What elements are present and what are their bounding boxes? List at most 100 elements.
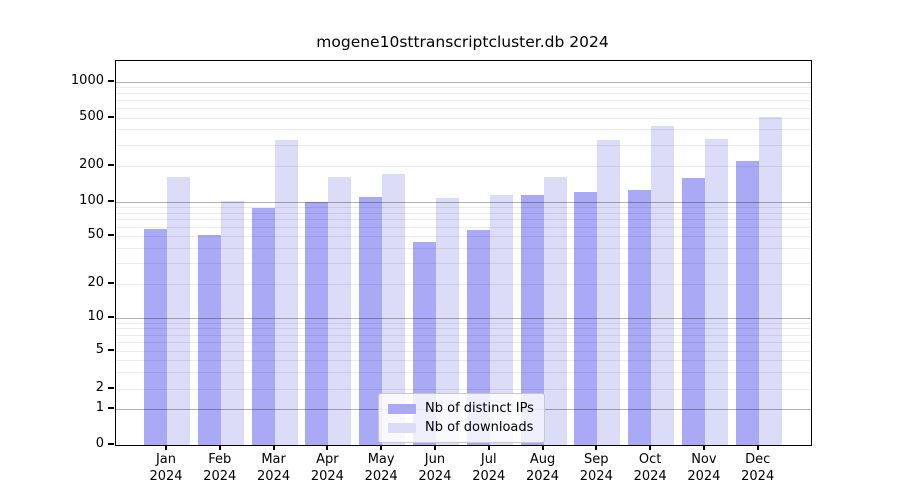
bar-distinct-ips-aug	[520, 194, 544, 445]
gridline-minor-900	[116, 87, 811, 89]
x-tick-label-jul: Jul 2024	[457, 451, 521, 485]
gridline-minor-300	[116, 144, 811, 146]
x-tick-label-aug: Aug 2024	[511, 451, 575, 485]
x-tick-mark-oct	[649, 445, 652, 450]
x-tick-year: 2024	[687, 469, 721, 484]
y-tick-mark-10	[108, 315, 114, 318]
gridline-minor-50	[116, 236, 811, 237]
bar-distinct-ips-sep	[574, 191, 598, 445]
x-tick-label-apr: Apr 2024	[295, 451, 359, 485]
y-tick-mark-5	[108, 349, 114, 351]
bar-downloads-may	[382, 174, 406, 445]
legend-swatch-distinct-ips	[388, 403, 416, 414]
gridline-minor-2	[116, 388, 811, 390]
gridline-minor-700	[116, 100, 811, 102]
x-tick-year: 2024	[633, 469, 667, 484]
x-tick-year: 2024	[472, 469, 506, 484]
gridline-minor-800	[116, 93, 811, 95]
y-tick-mark-0	[108, 443, 114, 445]
x-tick-year: 2024	[203, 469, 237, 484]
gridline-minor-9	[116, 322, 811, 324]
x-tick-month: Aug	[529, 452, 556, 467]
x-tick-year: 2024	[741, 469, 775, 484]
x-tick-month: Apr	[316, 452, 339, 467]
bar-downloads-feb	[220, 201, 244, 445]
gridline-minor-40	[116, 247, 811, 249]
y-tick-mark-100	[108, 199, 114, 202]
bar-downloads-jan	[167, 177, 190, 445]
gridline-major-1000	[116, 81, 811, 83]
gridline-minor-200	[116, 166, 811, 167]
gridline-minor-90	[116, 206, 811, 208]
bar-distinct-ips-oct	[628, 190, 652, 445]
y-tick-label-0: 0	[95, 436, 104, 451]
gridline-minor-5	[116, 351, 811, 352]
gridline-minor-6	[116, 342, 811, 344]
gridline-minor-4	[116, 360, 811, 362]
x-tick-label-jan: Jan 2024	[134, 451, 198, 485]
y-tick-mark-200	[108, 164, 114, 166]
x-tick-label-may: May 2024	[349, 451, 413, 485]
legend-label-distinct-ips: Nb of distinct IPs	[425, 401, 534, 416]
bar-downloads-apr	[328, 176, 352, 445]
x-tick-mark-sep	[595, 445, 598, 450]
y-tick-label-500: 500	[79, 108, 104, 124]
y-tick-mark-1000	[108, 79, 114, 82]
bar-downloads-oct	[651, 126, 675, 445]
x-tick-year: 2024	[149, 469, 183, 484]
x-tick-mark-jan	[165, 445, 167, 450]
x-tick-month: Jan	[155, 452, 177, 467]
legend: Nb of distinct IPs Nb of downloads	[378, 393, 545, 443]
y-tick-label-20: 20	[87, 275, 104, 291]
x-tick-mark-mar	[272, 445, 275, 450]
x-tick-label-dec: Dec 2024	[726, 451, 790, 485]
y-tick-mark-1	[108, 406, 114, 409]
x-tick-month: Jul	[480, 452, 497, 467]
x-tick-mark-dec	[756, 445, 759, 450]
x-tick-label-nov: Nov 2024	[672, 451, 736, 485]
x-tick-label-jun: Jun 2024	[403, 451, 467, 485]
x-tick-mark-jun	[433, 445, 436, 450]
x-tick-mark-feb	[218, 445, 221, 450]
x-tick-year: 2024	[525, 469, 560, 484]
bar-distinct-ips-nov	[681, 178, 705, 445]
x-tick-month: Jun	[424, 452, 446, 467]
legend-label-downloads: Nb of downloads	[425, 420, 534, 435]
gridline-minor-70	[116, 219, 811, 221]
y-tick-label-100: 100	[79, 192, 104, 208]
gridline-minor-8	[116, 328, 811, 330]
y-tick-label-10: 10	[87, 308, 104, 324]
y-tick-mark-20	[108, 282, 114, 285]
bar-downloads-jul	[489, 195, 513, 445]
x-tick-label-feb: Feb 2024	[188, 451, 252, 485]
bar-distinct-ips-apr	[305, 201, 329, 445]
legend-row-downloads: Nb of downloads	[388, 418, 534, 437]
x-tick-month: Dec	[745, 452, 771, 467]
gridline-minor-30	[116, 262, 811, 264]
gridline-minor-3	[116, 372, 811, 374]
x-tick-mark-jul	[487, 445, 490, 450]
y-tick-label-5: 5	[95, 342, 104, 357]
gridline-minor-80	[116, 212, 811, 214]
bar-downloads-aug	[543, 176, 567, 445]
legend-row-distinct-ips: Nb of distinct IPs	[388, 399, 534, 418]
x-tick-month: May	[367, 452, 395, 467]
y-tick-label-200: 200	[79, 157, 104, 172]
x-tick-year: 2024	[579, 469, 613, 484]
bar-downloads-sep	[597, 139, 621, 445]
gridline-minor-600	[116, 108, 811, 110]
gridline-minor-20	[116, 284, 811, 286]
y-tick-label-50: 50	[87, 227, 104, 242]
x-tick-year: 2024	[418, 469, 452, 484]
gridline-minor-400	[116, 129, 811, 131]
bar-distinct-ips-feb	[197, 235, 221, 445]
x-tick-month: Feb	[208, 452, 232, 467]
gridline-minor-60	[116, 226, 811, 228]
x-tick-month: Nov	[691, 452, 717, 467]
gridline-minor-7	[116, 334, 811, 336]
y-tick-mark-2	[108, 386, 114, 389]
gridline-major-10	[116, 317, 811, 319]
legend-swatch-downloads	[388, 422, 416, 433]
bar-distinct-ips-jul	[466, 229, 490, 445]
